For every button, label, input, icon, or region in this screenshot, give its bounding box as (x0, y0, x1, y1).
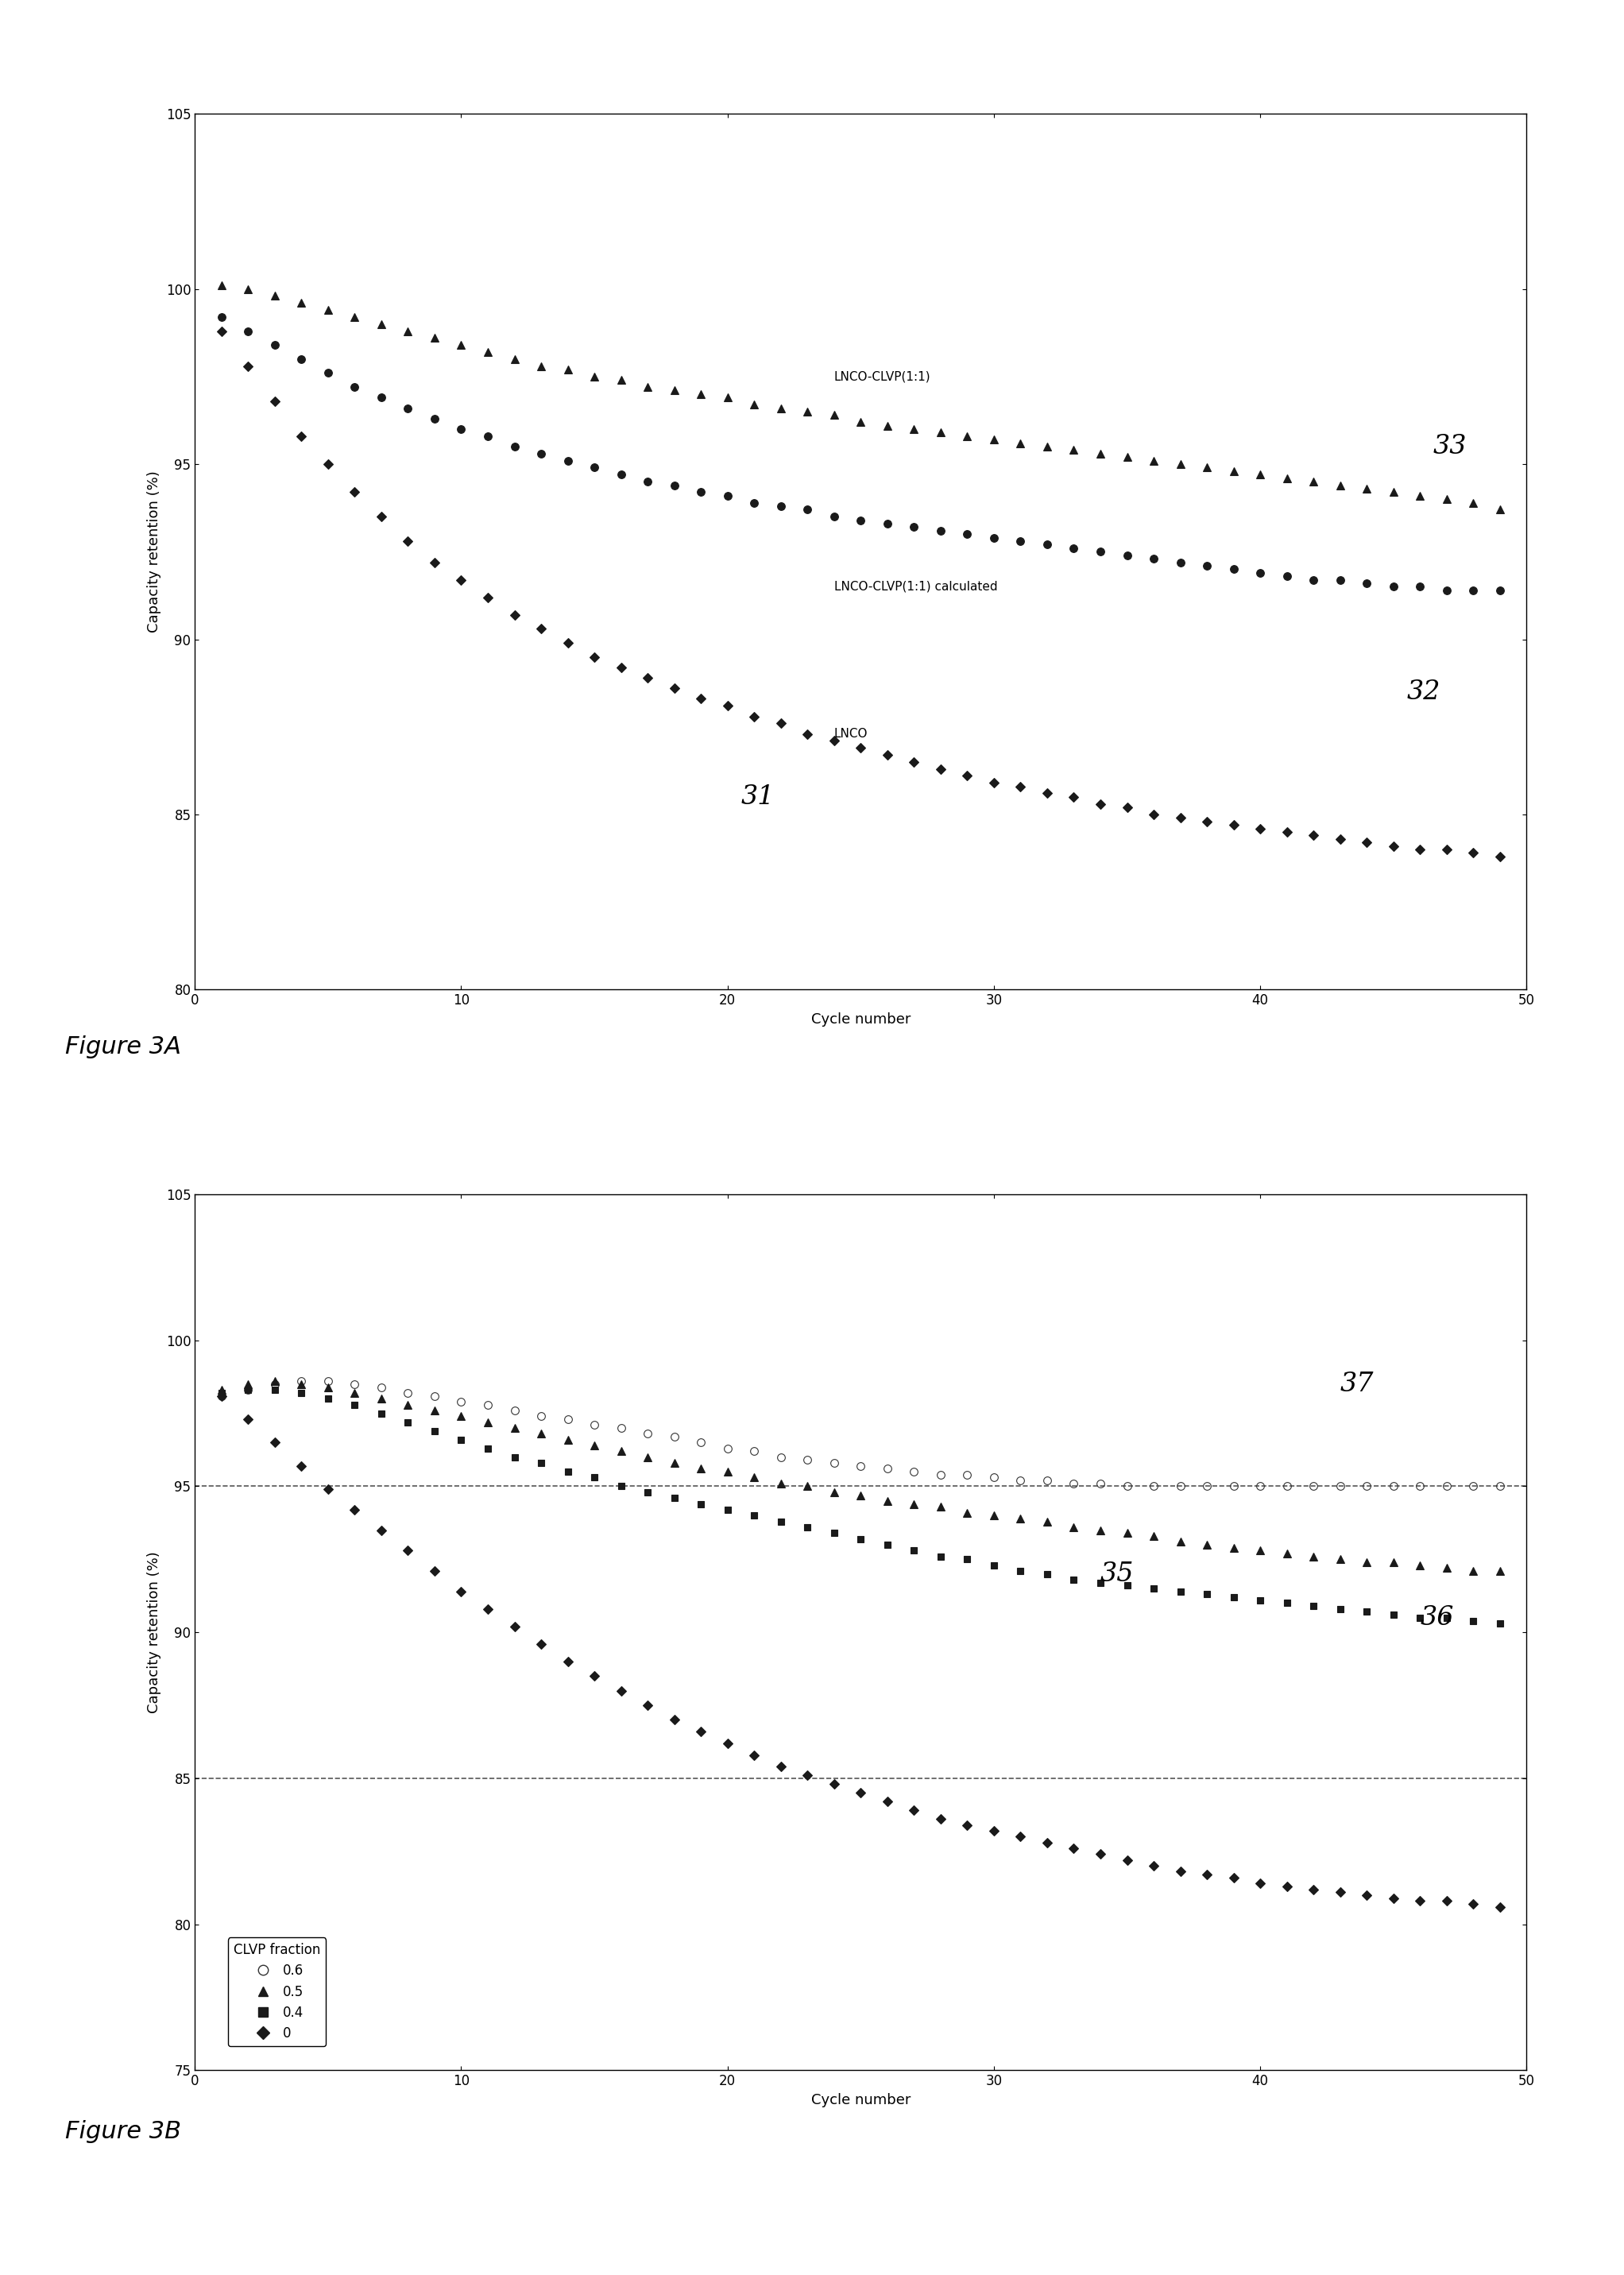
Text: 36: 36 (1419, 1604, 1453, 1631)
Text: 37: 37 (1340, 1372, 1374, 1397)
X-axis label: Cycle number: Cycle number (810, 1012, 911, 1026)
Text: Figure 3A: Figure 3A (65, 1035, 180, 1058)
Legend: 0.6, 0.5, 0.4, 0: 0.6, 0.5, 0.4, 0 (227, 1938, 326, 2045)
Text: Figure 3B: Figure 3B (65, 2120, 180, 2143)
Text: 35: 35 (1101, 1561, 1134, 1586)
X-axis label: Cycle number: Cycle number (810, 2093, 911, 2107)
Text: 32: 32 (1406, 680, 1440, 705)
Text: LNCO-CLVP(1:1): LNCO-CLVP(1:1) (835, 371, 931, 382)
Y-axis label: Capacity retention (%): Capacity retention (%) (148, 471, 161, 632)
Text: 31: 31 (741, 785, 775, 810)
Text: LNCO: LNCO (835, 728, 867, 739)
Text: LNCO-CLVP(1:1) calculated: LNCO-CLVP(1:1) calculated (835, 580, 997, 594)
Y-axis label: Capacity retention (%): Capacity retention (%) (148, 1552, 161, 1713)
Text: 33: 33 (1434, 435, 1466, 460)
